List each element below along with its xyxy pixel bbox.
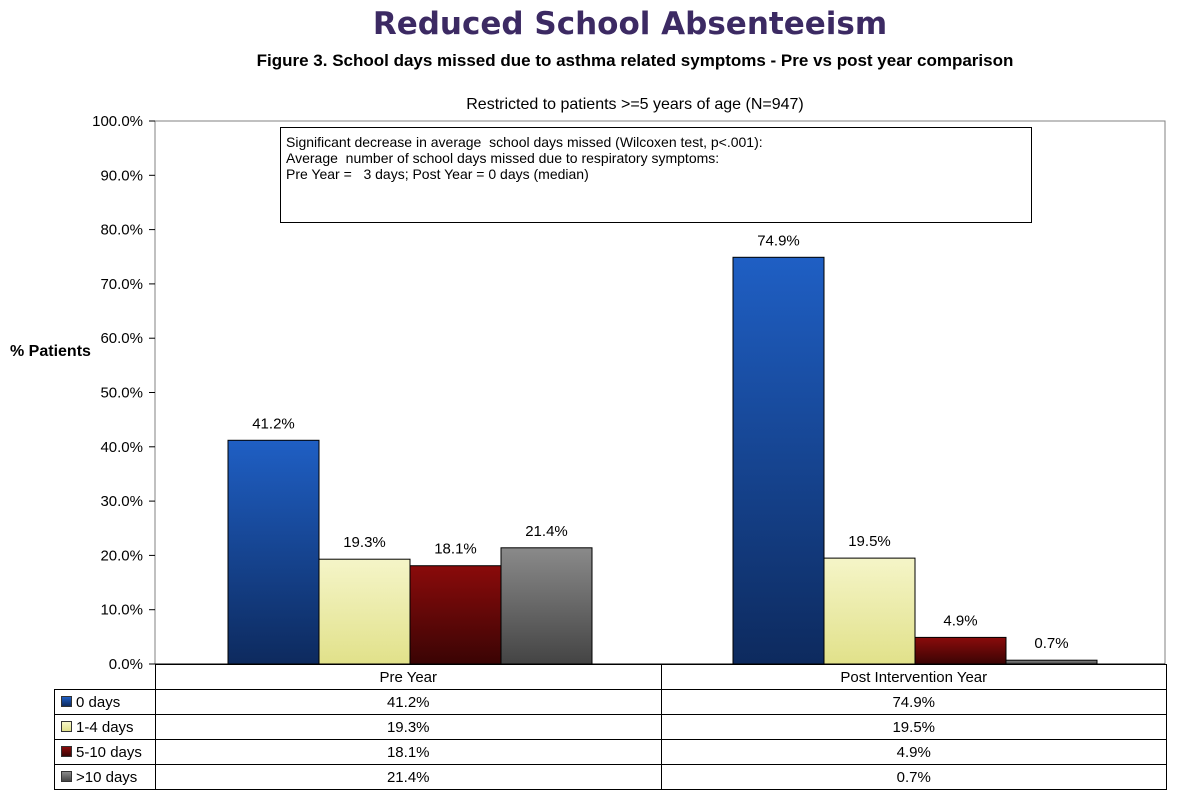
annotation-line-2: Average number of school days missed due…	[286, 150, 720, 166]
x-tick-label: Pre Year	[155, 664, 662, 690]
legend-swatch	[61, 770, 72, 782]
legend-swatch	[61, 745, 72, 757]
table-corner-cell	[54, 664, 156, 690]
legend-entry: >10 days	[54, 764, 156, 790]
table-cell: 18.1%	[155, 739, 662, 765]
table-cell: 19.5%	[660, 714, 1167, 740]
table-cell: 19.3%	[155, 714, 662, 740]
legend-entry: 1-4 days	[54, 714, 156, 740]
y-tick-label: 40.0%	[100, 439, 143, 456]
bar	[227, 439, 320, 665]
table-cell: 41.2%	[155, 689, 662, 715]
y-axis-label: % Patients	[10, 343, 91, 360]
legend-label: 0 days	[76, 693, 121, 711]
main-title: Reduced School Absenteeism	[372, 6, 888, 42]
table-cell: 21.4%	[155, 764, 662, 790]
bar	[823, 557, 916, 665]
table-row: 1-4 days 19.3% 19.5%	[54, 714, 1167, 740]
bar	[500, 547, 593, 665]
annotation-line-1: Significant decrease in average school d…	[286, 134, 763, 150]
y-tick-label: 90.0%	[100, 167, 143, 184]
y-tick-label: 60.0%	[100, 330, 143, 347]
data-label: 4.9%	[943, 612, 977, 629]
annotation-line-3: Pre Year = 3 days; Post Year = 0 days (m…	[286, 166, 589, 182]
table-cell: 0.7%	[660, 764, 1167, 790]
y-tick-label: 100.0%	[92, 113, 143, 130]
legend-label: >10 days	[76, 768, 138, 786]
table-header-row: Pre Year Post Intervention Year	[54, 664, 1167, 690]
data-label: 0.7%	[1034, 635, 1068, 652]
legend-label: 5-10 days	[76, 743, 142, 761]
legend-swatch	[61, 695, 72, 707]
table-row: >10 days 21.4% 0.7%	[54, 764, 1167, 790]
y-tick-label: 50.0%	[100, 385, 143, 402]
legend-label: 1-4 days	[76, 718, 134, 736]
data-label: 21.4%	[525, 523, 568, 540]
legend-entry: 0 days	[54, 689, 156, 715]
data-label: 19.5%	[848, 533, 891, 550]
y-tick-label: 20.0%	[100, 547, 143, 564]
data-label: 41.2%	[252, 415, 295, 432]
x-tick-label: Post Intervention Year	[660, 664, 1167, 690]
y-tick-label: 10.0%	[100, 602, 143, 619]
data-table: Pre Year Post Intervention Year 0 days 41.2…	[54, 664, 1167, 790]
table-cell: 4.9%	[660, 739, 1167, 765]
y-tick-label: 30.0%	[100, 493, 143, 510]
bar	[914, 636, 1007, 665]
legend-swatch	[61, 720, 72, 732]
table-row: 5-10 days 18.1% 4.9%	[54, 739, 1167, 765]
data-label: 19.3%	[343, 534, 386, 551]
y-tick-label: 80.0%	[100, 222, 143, 239]
table-row: 0 days 41.2% 74.9%	[54, 689, 1167, 715]
data-label: 74.9%	[757, 232, 800, 249]
figure-title: Figure 3. School days missed due to asth…	[256, 51, 1014, 70]
legend-entry: 5-10 days	[54, 739, 156, 765]
bar	[409, 565, 502, 665]
table-cell: 74.9%	[660, 689, 1167, 715]
y-tick-label: 70.0%	[100, 276, 143, 293]
bar	[318, 558, 411, 665]
annotation-box: Significant decrease in average school d…	[280, 127, 1032, 223]
chart-subtitle: Restricted to patients >=5 years of age …	[466, 96, 804, 113]
bar	[732, 256, 825, 665]
data-label: 18.1%	[434, 541, 477, 558]
